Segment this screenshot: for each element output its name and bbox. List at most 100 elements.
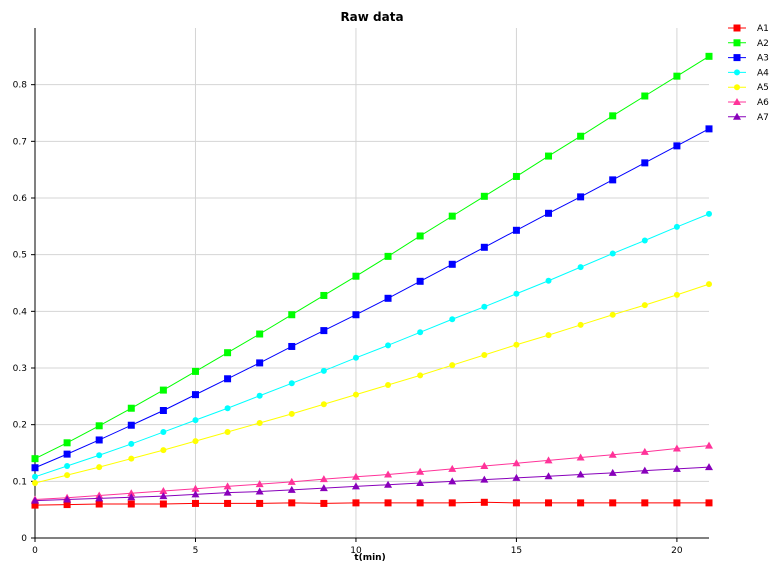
data-point bbox=[609, 250, 616, 257]
data-point bbox=[384, 252, 392, 260]
data-point bbox=[513, 290, 520, 297]
x-tick-label: 5 bbox=[193, 546, 199, 556]
data-point bbox=[320, 499, 328, 507]
data-point bbox=[512, 172, 520, 180]
data-point bbox=[641, 159, 649, 167]
series-a5 bbox=[32, 281, 712, 487]
data-point bbox=[705, 463, 713, 471]
data-point bbox=[673, 291, 680, 298]
legend-marker bbox=[733, 24, 741, 32]
data-point bbox=[287, 485, 296, 493]
data-point bbox=[160, 429, 167, 436]
data-point bbox=[416, 277, 424, 285]
legend-label: A1 bbox=[757, 24, 769, 34]
data-point bbox=[545, 277, 552, 284]
data-point bbox=[384, 480, 393, 488]
data-point bbox=[384, 499, 392, 507]
x-tick-label: 10 bbox=[350, 546, 362, 556]
data-point bbox=[32, 480, 38, 487]
data-point bbox=[673, 223, 680, 230]
data-point bbox=[95, 422, 103, 430]
data-point bbox=[127, 421, 135, 429]
data-point bbox=[95, 500, 103, 508]
series-line bbox=[34, 283, 710, 484]
data-point bbox=[352, 354, 359, 361]
data-point bbox=[95, 436, 103, 444]
data-point bbox=[577, 499, 585, 507]
data-point bbox=[31, 496, 39, 504]
data-point bbox=[288, 311, 296, 319]
data-point bbox=[576, 470, 585, 478]
data-point bbox=[159, 500, 167, 508]
y-tick-label: 0.7 bbox=[13, 137, 27, 147]
data-point bbox=[288, 410, 295, 417]
data-point bbox=[480, 475, 489, 483]
y-tick-label: 0.6 bbox=[13, 194, 28, 204]
data-point bbox=[63, 450, 71, 458]
series-line bbox=[34, 445, 710, 500]
data-point bbox=[673, 499, 681, 507]
data-point bbox=[320, 401, 327, 408]
data-point bbox=[448, 464, 457, 472]
legend-label: A5 bbox=[757, 83, 769, 93]
series-line bbox=[34, 55, 710, 460]
series-line bbox=[34, 466, 710, 502]
data-point bbox=[416, 479, 425, 487]
data-point bbox=[255, 480, 264, 488]
data-point bbox=[288, 342, 296, 350]
data-point bbox=[480, 498, 488, 506]
data-point bbox=[385, 342, 392, 349]
data-point bbox=[352, 311, 360, 319]
data-point bbox=[449, 362, 456, 369]
legend-label: A2 bbox=[757, 39, 769, 49]
data-point bbox=[609, 311, 616, 318]
data-point bbox=[385, 382, 392, 388]
data-point bbox=[513, 341, 520, 348]
data-point bbox=[352, 499, 360, 507]
data-point bbox=[127, 404, 135, 412]
legend-marker bbox=[733, 39, 741, 47]
data-point bbox=[672, 444, 681, 452]
data-point bbox=[705, 441, 713, 449]
legend-marker bbox=[733, 98, 741, 105]
data-point bbox=[63, 501, 71, 509]
legend-item-a2: A2 bbox=[728, 39, 769, 49]
data-point bbox=[63, 439, 71, 447]
data-point bbox=[191, 484, 200, 492]
data-point bbox=[256, 359, 264, 367]
series-a3 bbox=[31, 125, 713, 472]
data-point bbox=[127, 493, 136, 501]
data-point bbox=[480, 192, 488, 200]
series-line bbox=[34, 501, 709, 506]
data-point bbox=[351, 472, 360, 480]
series-a6 bbox=[31, 441, 713, 503]
data-point bbox=[256, 392, 263, 399]
data-point bbox=[545, 499, 553, 507]
series-a1 bbox=[31, 498, 713, 509]
data-point bbox=[608, 450, 617, 458]
data-point bbox=[576, 453, 585, 461]
legend-marker bbox=[734, 84, 740, 91]
data-point bbox=[705, 499, 713, 507]
grid bbox=[35, 28, 709, 538]
data-point bbox=[96, 452, 103, 459]
data-point bbox=[577, 321, 584, 328]
data-point bbox=[448, 260, 456, 268]
data-point bbox=[545, 152, 553, 160]
data-point bbox=[159, 492, 168, 500]
data-point bbox=[191, 499, 199, 507]
data-point bbox=[224, 429, 231, 436]
data-point bbox=[705, 125, 713, 133]
data-point bbox=[706, 281, 712, 288]
data-point bbox=[224, 405, 231, 412]
data-point bbox=[512, 459, 521, 467]
data-point bbox=[192, 438, 199, 445]
data-point bbox=[127, 500, 135, 508]
series-line bbox=[34, 213, 710, 478]
data-point bbox=[706, 210, 712, 217]
data-point bbox=[31, 455, 39, 463]
data-point bbox=[640, 466, 649, 474]
data-point bbox=[416, 499, 424, 507]
data-point bbox=[352, 272, 360, 280]
